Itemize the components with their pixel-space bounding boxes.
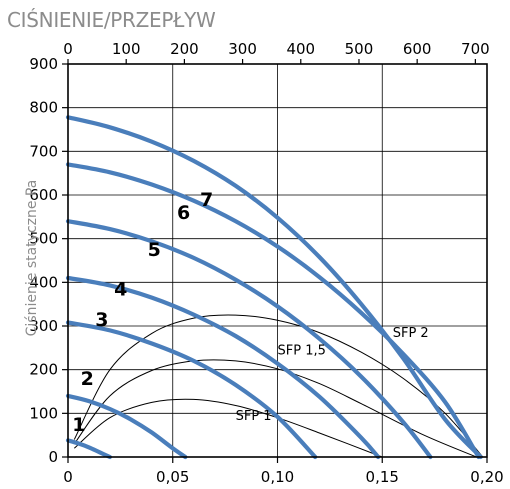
y-tick-label: 200 [29,361,58,379]
tick-labels: 0 100 200 300 400 500 600 700 800 900 0 0,05 0,10 0,1… [29,40,503,486]
grid [68,64,487,457]
y-axis-label: Ciśnienie statyczne Pa [24,180,40,337]
fan-curve-label: 7 [200,189,213,211]
sfp-curve [73,314,484,458]
sfp-curve-label: SFP 1,5 [278,343,326,358]
sfp-curve [73,359,477,458]
y-tick-label: 100 [29,404,58,422]
y-tick-label: 0 [48,448,58,466]
fan-curve-label: 4 [114,278,127,300]
y-tick-label: 700 [29,142,58,160]
x-top-tick-label: 500 [345,40,374,58]
x-top-tick-label: 700 [461,40,490,58]
x-bottom-tick-label: 0,10 [261,468,294,486]
fan-curve-2 [65,393,188,460]
fan-curve-6 [65,162,481,460]
sfp-curve [73,398,383,458]
x-top-tick-label: 100 [112,40,141,58]
fan-curve-label: 1 [72,414,85,436]
sfp-curves [73,314,484,458]
y-tick-label: 600 [29,186,58,204]
fan-curves [65,115,483,460]
sfp-curve-label: SFP 2 [393,326,429,341]
y-tick-label: 500 [29,230,58,248]
plot-border [67,63,488,458]
fan-curve-1 [65,438,112,460]
fan-curve-label: 2 [81,368,94,390]
y-tick-label: 800 [29,99,58,117]
sfp-curve-label: SFP 1 [236,409,272,424]
y-tick-label: 300 [29,317,58,335]
fan-curve-label: 5 [148,239,161,261]
x-top-tick-label: 600 [403,40,432,58]
fan-curve-label: 6 [177,202,190,224]
fan-curve-label: 3 [95,309,108,331]
fan-curve-3 [65,320,318,460]
x-bottom-tick-label: 0,05 [156,468,189,486]
x-top-tick-label: 300 [228,40,257,58]
x-bottom-tick-label: 0,15 [366,468,399,486]
plot-frame [62,59,488,463]
x-top-tick-label: 0 [63,40,73,58]
fan-curve-7 [65,115,483,460]
x-bottom-tick-label: 0,20 [470,468,503,486]
fan-curve-4 [65,275,381,460]
y-tick-label: 400 [29,273,58,291]
fan-curve-5 [65,219,433,460]
chart-title: CIŚNIENIE/PRZEPŁYW [7,8,216,32]
x-top-tick-label: 400 [286,40,315,58]
x-top-tick-label: 200 [170,40,199,58]
y-tick-label: 900 [29,55,58,73]
x-bottom-tick-label: 0 [63,468,73,486]
